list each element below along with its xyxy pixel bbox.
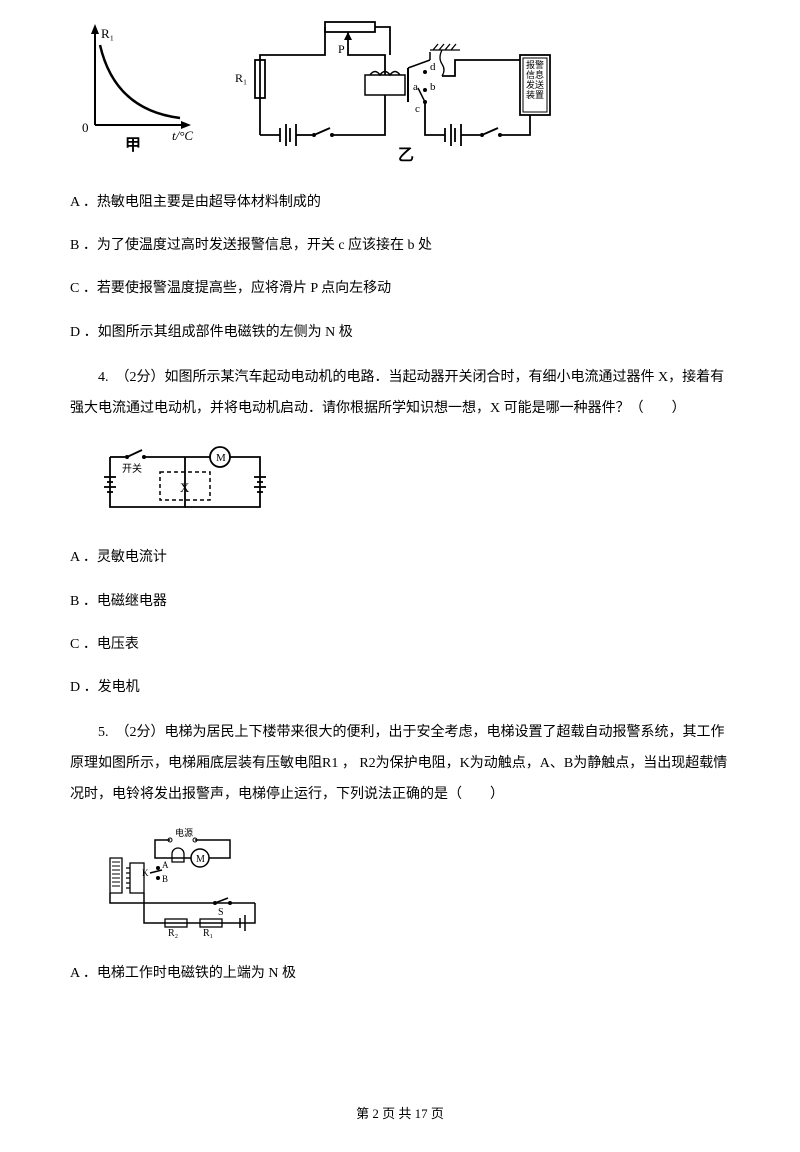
figure-q5: 电源 M A K B S R₂ R₁ <box>100 828 730 943</box>
q5-r2: R₂ <box>168 928 178 938</box>
c-label: c <box>415 103 420 115</box>
b-label: b <box>430 81 436 93</box>
figure-q4: 开关 X M <box>100 442 730 527</box>
q3-option-c: C ．若要使报警温度提高些，应将滑片 P 点向左移动 <box>70 276 730 301</box>
page-footer: 第 2 页 共 17 页 <box>0 1103 800 1122</box>
q4-m-label: M <box>216 452 226 464</box>
x-axis-label: t/°C <box>172 128 193 143</box>
q4-option-b: B ．电磁继电器 <box>70 589 730 614</box>
d-label: d <box>430 61 436 73</box>
caption-yi: 乙 <box>398 147 414 164</box>
q4-option-a: A ．灵敏电流计 <box>70 545 730 570</box>
q4-option-c: C ．电压表 <box>70 632 730 657</box>
q5-m: M <box>196 854 205 865</box>
q5-stem: 5. （2分）电梯为居民上下楼带来很大的便利，出于安全考虑，电梯设置了超载自动报… <box>70 718 730 810</box>
q3-option-b: B ．为了使温度过高时发送报警信息，开关 c 应该接在 b 处 <box>70 233 730 258</box>
q4-svg: 开关 X M <box>100 442 270 522</box>
q5-b: B <box>162 874 168 884</box>
q5-option-a: A ．电梯工作时电磁铁的上端为 N 极 <box>70 961 730 986</box>
q3-option-a: A ．热敏电阻主要是由超导体材料制成的 <box>70 190 730 215</box>
figure-row-top: R₁ 0 t/°C 甲 R₁ <box>70 20 730 170</box>
circuit-yi-svg: R₁ R P d a b c <box>230 20 580 165</box>
graph-svg: R₁ 0 t/°C 甲 <box>70 20 200 155</box>
p-label: P <box>338 42 345 56</box>
q5-k: K <box>142 868 149 878</box>
q5-s: S <box>218 907 224 918</box>
a-label: a <box>413 81 418 93</box>
box-line4: 装置 <box>526 89 544 100</box>
box-line1: 报警 <box>526 59 544 70</box>
q5-power: 电源 <box>175 828 193 838</box>
q4-switch-label: 开关 <box>122 462 142 475</box>
r-label: R <box>345 20 353 23</box>
q4-stem: 4. （2分）如图所示某汽车起动电动机的电路．当起动器开关闭合时，有细小电流通过… <box>70 363 730 425</box>
q5-r1: R₁ <box>203 928 213 938</box>
q4-x-label: X <box>180 480 190 495</box>
box-line2: 信息 <box>526 69 544 80</box>
r1-label: R₁ <box>235 71 247 85</box>
q3-option-d: D ．如图所示其组成部件电磁铁的左侧为 N 极 <box>70 320 730 345</box>
q5-svg: 电源 M A K B S R₂ R₁ <box>100 828 270 938</box>
y-axis-label: R₁ <box>101 26 114 41</box>
caption-jia: 甲 <box>125 136 141 154</box>
origin-label: 0 <box>82 120 89 135</box>
box-line3: 发送 <box>526 79 544 90</box>
q4-option-d: D ．发电机 <box>70 675 730 700</box>
figure-circuit-yi: R₁ R P d a b c <box>230 20 580 170</box>
q5-a: A <box>162 860 169 870</box>
figure-graph-jia: R₁ 0 t/°C 甲 <box>70 20 200 160</box>
